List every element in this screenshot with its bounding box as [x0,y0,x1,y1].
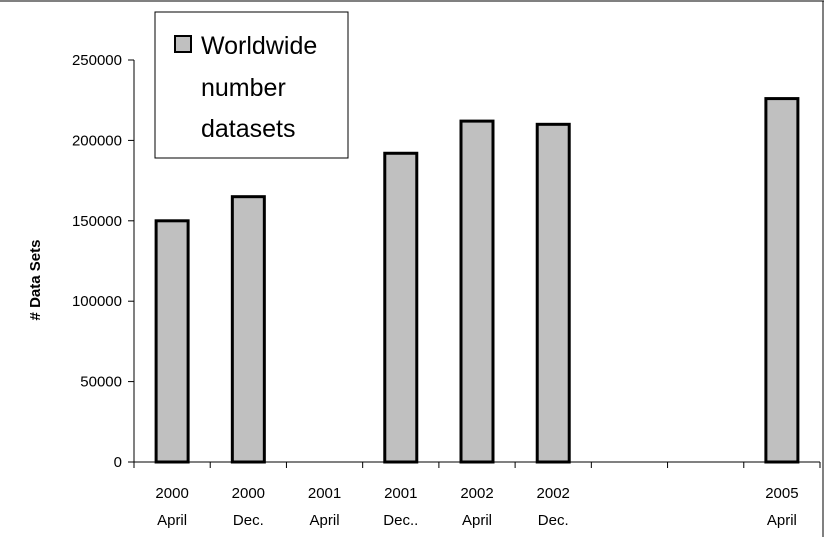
bar [383,151,419,464]
x-axis: 2000 April 2000 Dec. 2001 April 2001 Dec.. 2002 A… [133,461,821,529]
bar [230,195,266,464]
x-tick-label-year: 2002 [537,485,570,502]
x-tick-label-period: Dec. [538,512,569,529]
x-tick-label-year: 2000 [232,485,265,502]
legend: Worldwide number datasets [154,11,349,159]
y-axis-title: # Data Sets [27,240,44,321]
x-tick-label-period: Dec. [233,512,264,529]
x-tick-label-period: April [157,512,187,529]
legend-label-line-3: datasets [201,115,296,143]
y-tick-label: 250000 [72,52,122,69]
x-tick-label-year: 2001 [384,485,417,502]
x-tick-label-period: April [767,512,797,529]
bar [154,219,190,464]
x-tick-label-period: Dec.. [383,512,418,529]
x-tick-label-year: 2002 [460,485,493,502]
bar-series [154,97,800,464]
bar [764,97,800,464]
bar [535,122,571,464]
y-tick-label: 0 [114,454,122,471]
legend-label-line-2: number [201,74,286,102]
y-tick-label: 100000 [72,293,122,310]
y-axis: 0 50000 100000 150000 200000 250000 [72,52,135,471]
x-tick-label-year: 2001 [308,485,341,502]
x-tick-label-year: 2005 [765,485,798,502]
x-tick-label-period: April [462,512,492,529]
legend-swatch [174,35,192,53]
y-tick-label: 150000 [72,213,122,230]
y-tick-label: 200000 [72,132,122,149]
y-tick-label: 50000 [80,374,122,391]
x-tick-label-year: 2000 [155,485,188,502]
bar [459,119,495,464]
legend-label-line-1: Worldwide [201,32,317,60]
x-tick-label-period: April [310,512,340,529]
